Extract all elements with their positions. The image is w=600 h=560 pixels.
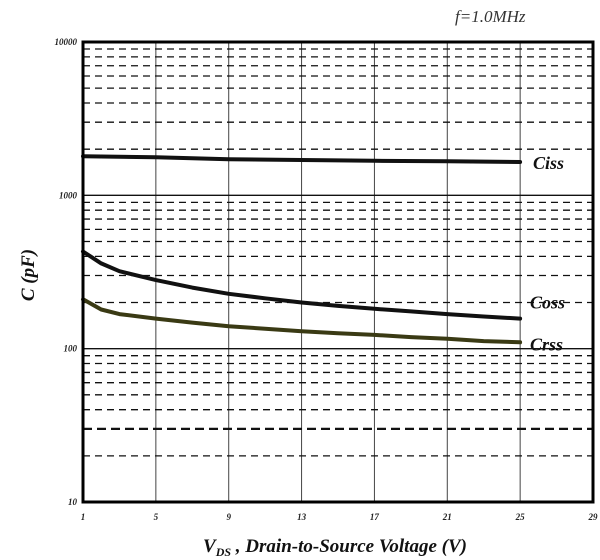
grid — [83, 42, 593, 502]
x-tick-label: 29 — [588, 512, 599, 522]
x-tick-label: 17 — [370, 512, 380, 522]
y-tick-label: 1000 — [59, 190, 78, 200]
series-ciss-label: Ciss — [533, 153, 564, 173]
series-coss-line — [81, 249, 523, 321]
y-tick-label: 10000 — [55, 37, 78, 47]
series-coss-label: Coss — [530, 293, 565, 313]
x-axis-label-rest: , Drain-to-Source Voltage (V) — [231, 536, 467, 557]
x-tick-label: 21 — [442, 512, 452, 522]
series-lines — [81, 154, 523, 345]
y-tick-label: 10 — [68, 497, 78, 507]
series-crss-label: Crss — [530, 334, 563, 354]
tick-labels: 1 5 9 13 17 21 25 29 10 100 1000 10000 — [55, 37, 599, 522]
x-axis-label-main: V — [203, 536, 217, 557]
y-tick-label: 100 — [64, 344, 78, 354]
x-tick-label: 25 — [515, 512, 526, 522]
x-axis-label: VDS , Drain-to-Source Voltage (V) — [203, 536, 467, 559]
series-ciss-line — [81, 154, 523, 164]
x-tick-label: 13 — [297, 512, 307, 522]
x-tick-label: 9 — [226, 512, 231, 522]
x-tick-label: 5 — [154, 512, 159, 522]
x-tick-label: 1 — [81, 512, 86, 522]
frequency-annotation: f=1.0MHz — [455, 7, 526, 26]
y-axis-label: C (pF) — [18, 249, 39, 301]
series-crss-line — [81, 297, 523, 345]
series-labels: Ciss Coss Crss — [530, 153, 565, 354]
x-axis-label-subscript: DS — [215, 545, 232, 559]
plot-frame — [81, 40, 595, 504]
